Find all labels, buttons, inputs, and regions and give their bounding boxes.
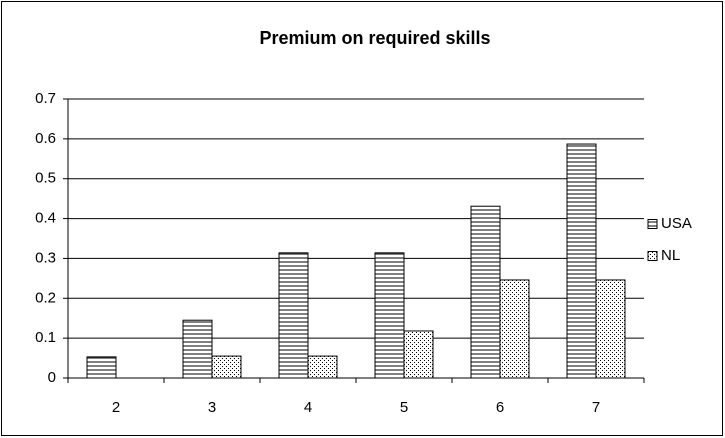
bar [307,355,338,379]
legend-swatch [647,251,658,261]
bar [211,355,242,379]
bar [595,279,626,379]
y-tick-label: 0.6 [35,130,56,147]
legend-label: NL [661,247,680,264]
y-tick-label: 0.7 [35,90,56,107]
bar [278,252,309,379]
x-tick-label: 4 [304,399,312,416]
y-tick-label: 0.2 [35,289,56,306]
bar [499,279,530,379]
chart-title: Premium on required skills [259,28,490,48]
x-tick-label: 5 [400,399,408,416]
bar [182,319,213,379]
y-tick-label: 0.3 [35,249,56,266]
bar [566,143,597,379]
bar [470,205,501,379]
y-tick-label: 0.4 [35,210,56,227]
legend-swatch [647,219,658,229]
x-tick-label: 3 [208,399,216,416]
bar [374,252,405,379]
bar [86,356,117,379]
bar [403,330,434,379]
legend-label: USA [661,215,692,232]
x-tick-label: 7 [592,399,600,416]
y-tick-label: 0.5 [35,170,56,187]
y-tick-label: 0.1 [35,329,56,346]
x-tick-label: 6 [496,399,504,416]
x-tick-label: 2 [112,399,120,416]
y-tick-label: 0 [48,369,56,386]
